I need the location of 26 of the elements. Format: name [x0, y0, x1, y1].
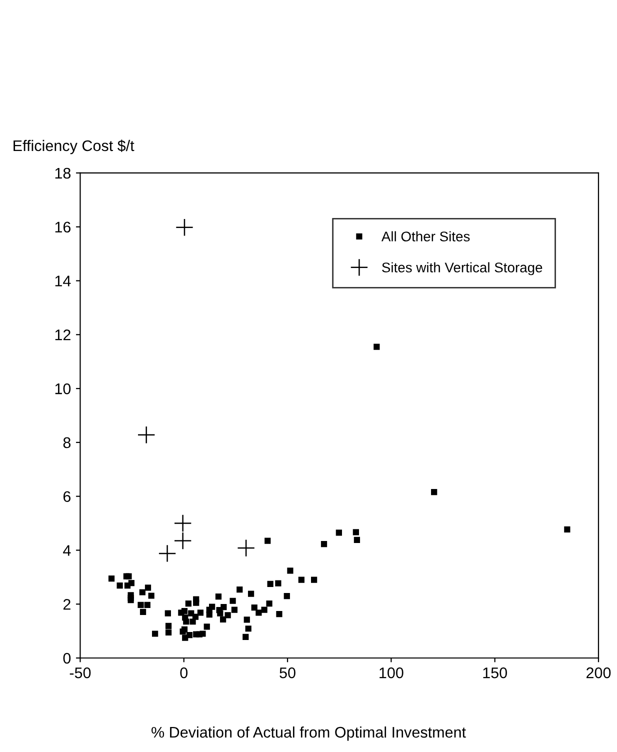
- y-tick-label: 16: [55, 222, 71, 233]
- x-tick-label: 150: [483, 667, 507, 678]
- legend-label: All Other Sites: [381, 231, 470, 242]
- point: [158, 544, 176, 562]
- y-tick-label: 0: [63, 652, 71, 664]
- y-tick-label: 2: [63, 598, 70, 610]
- x-tick-label: 0: [180, 667, 188, 678]
- x-axis-title: % Deviation of Actual from Optimal Investment: [152, 726, 466, 741]
- y-tick-label: 14: [55, 276, 71, 286]
- point: [237, 539, 256, 558]
- y-tick-label: 18: [55, 168, 71, 179]
- legend-label: Sites with Vertical Storage: [382, 262, 542, 276]
- x-tick-label: -50: [70, 667, 91, 678]
- x-tick-label: 50: [280, 667, 296, 678]
- y-tick-label: 8: [63, 437, 71, 448]
- point: [174, 514, 192, 532]
- point: [137, 426, 156, 444]
- y-tick-label: 10: [55, 383, 71, 394]
- y-tick-label: 4: [63, 545, 71, 556]
- y-tick-label: 12: [55, 330, 70, 340]
- point: [176, 218, 194, 236]
- y-tick-label: 6: [63, 491, 71, 502]
- x-tick-label: 100: [380, 667, 404, 678]
- point: [174, 532, 192, 550]
- y-axis-title: Efficiency Cost $/t: [14, 140, 134, 154]
- x-tick-label: 200: [586, 667, 611, 678]
